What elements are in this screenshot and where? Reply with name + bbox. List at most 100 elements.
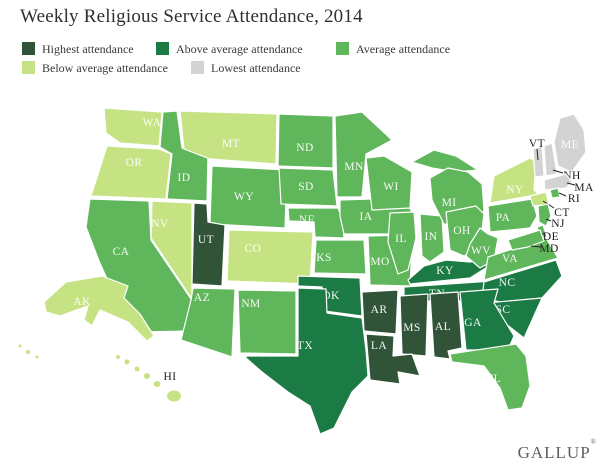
- state-RI-leader-line: [558, 192, 567, 197]
- state-ND-label: ND: [296, 142, 313, 154]
- state-WI-label: WI: [383, 181, 398, 193]
- state-FL-shape: [449, 343, 531, 411]
- state-ME-label: ME: [561, 139, 579, 151]
- state-WI-shape: [365, 155, 413, 211]
- state-IL-shape: [387, 211, 417, 275]
- state-WA-label: WA: [143, 117, 162, 129]
- state-RI-label: RI: [568, 193, 580, 205]
- state-NE: NE: [287, 207, 345, 239]
- state-TX: TX: [245, 287, 369, 435]
- state-NJ-label: NJ: [551, 218, 565, 230]
- state-VA: VA: [483, 237, 559, 281]
- state-HI-island-3: [144, 373, 150, 379]
- legend-label-below_average: Below average attendance: [42, 61, 168, 75]
- state-NH-shape: [543, 142, 558, 177]
- state-MT-shape: [179, 110, 278, 165]
- state-DE-label: DE: [543, 231, 559, 243]
- state-CT-label: CT: [554, 207, 570, 219]
- state-CO: CO: [226, 229, 314, 285]
- state-KS-label: KS: [316, 252, 332, 264]
- state-NV-label: NV: [151, 218, 169, 230]
- state-IL-label: IL: [395, 233, 407, 245]
- state-TX-shape: [245, 287, 369, 435]
- state-NH-leader-line: [552, 169, 564, 174]
- state-CA: CA: [85, 198, 192, 333]
- state-AK-label: AK: [73, 296, 91, 308]
- legend-swatch-average: [336, 42, 349, 55]
- state-NE-label: NE: [299, 214, 315, 226]
- state-NM-label: NM: [241, 298, 260, 310]
- legend-item-average: Average attendance: [336, 40, 450, 56]
- state-ID-shape: [159, 110, 209, 202]
- state-RI: RI: [549, 187, 580, 205]
- state-AZ-label: AZ: [194, 292, 210, 304]
- state-AL-label: AL: [435, 321, 451, 333]
- state-IN: IN: [419, 213, 445, 263]
- state-MD: MD: [507, 229, 558, 255]
- state-MS-shape: [399, 293, 429, 357]
- gallup-logo-text: GALLUP: [517, 443, 591, 462]
- state-TX-label: TX: [297, 340, 313, 352]
- state-CO-label: CO: [245, 243, 262, 255]
- state-LA-label: LA: [371, 340, 387, 352]
- state-MO-label: MO: [370, 256, 389, 268]
- state-SD: SD: [278, 167, 338, 207]
- state-AK-island-1: [18, 344, 22, 348]
- state-KS-shape: [313, 239, 367, 275]
- state-NJ: NJ: [537, 203, 565, 230]
- state-IL: IL: [387, 211, 417, 275]
- state-MI-label: MI: [442, 197, 457, 209]
- state-MN-shape: [334, 111, 393, 198]
- state-MN-label: MN: [344, 161, 364, 173]
- state-WV-label: WV: [471, 245, 491, 257]
- legend-label-highest: Highest attendance: [42, 42, 134, 56]
- state-IN-label: IN: [425, 231, 438, 243]
- state-MT: MT: [179, 110, 278, 165]
- state-HI-island-5: [167, 390, 181, 402]
- state-SD-shape: [278, 167, 338, 207]
- state-WA-shape: [103, 107, 163, 147]
- state-AK-shape: [43, 275, 155, 342]
- state-HI-island-0: [116, 355, 120, 359]
- state-HI: HI: [116, 355, 181, 402]
- state-OH-label: OH: [453, 225, 470, 237]
- state-ND: ND: [277, 113, 334, 169]
- state-VA-label: VA: [502, 253, 518, 265]
- state-ID: ID: [159, 110, 209, 202]
- state-MS-label: MS: [403, 322, 420, 334]
- state-MS: MS: [399, 293, 429, 357]
- state-KS: KS: [313, 239, 367, 275]
- gallup-logo: GALLUP®: [518, 438, 596, 463]
- state-OR-shape: [90, 145, 172, 200]
- legend-label-above_average: Above average attendance: [176, 42, 303, 56]
- state-UT-shape: [191, 202, 226, 287]
- state-KY-label: KY: [436, 265, 454, 277]
- state-CA-label: CA: [113, 246, 130, 258]
- state-GA: GA: [459, 288, 515, 351]
- state-FL-label: FL: [487, 373, 501, 385]
- state-LA: LA: [365, 333, 421, 385]
- state-HI-island-4: [153, 381, 161, 387]
- state-VT-shape: [532, 145, 545, 178]
- state-PA-shape: [487, 198, 538, 233]
- state-WY-shape: [209, 165, 288, 229]
- state-VT-label: VT: [529, 138, 545, 150]
- state-WY: WY: [209, 165, 288, 229]
- state-CA-shape: [85, 198, 192, 333]
- state-MA-label: MA: [574, 182, 594, 194]
- state-UT-label: UT: [198, 234, 214, 246]
- page-title: Weekly Religious Service Attendance, 201…: [20, 6, 363, 27]
- state-AK: AK: [18, 275, 155, 359]
- state-HI-island-1: [124, 359, 130, 365]
- state-NM-shape: [237, 289, 297, 355]
- registered-mark: ®: [590, 438, 596, 446]
- state-WY-label: WY: [234, 191, 254, 203]
- state-PA-label: PA: [496, 212, 511, 224]
- state-GA-shape: [459, 288, 515, 351]
- state-FL: FL: [449, 343, 531, 411]
- state-NM: NM: [237, 289, 297, 355]
- legend-item-lowest: Lowest attendance: [191, 59, 301, 75]
- state-PA: PA: [487, 198, 538, 233]
- state-MA-shape: [543, 173, 573, 191]
